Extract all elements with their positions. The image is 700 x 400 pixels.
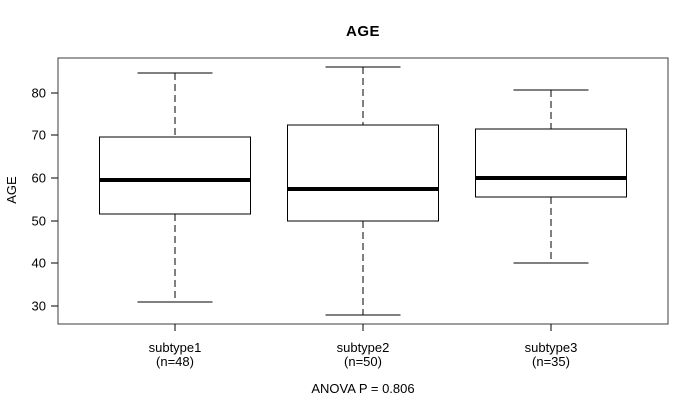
- group-name: subtype3: [524, 340, 578, 355]
- x-group-label-subtype1: subtype1 (n=48): [100, 341, 250, 369]
- y-tick-label: 70: [32, 128, 46, 143]
- y-tick-label: 50: [32, 214, 46, 229]
- group-count: (n=50): [344, 354, 382, 369]
- y-tick-label: 80: [32, 86, 46, 101]
- group-count: (n=35): [532, 354, 570, 369]
- x-group-label-subtype2: subtype2 (n=50): [288, 341, 438, 369]
- y-tick-label: 40: [32, 256, 46, 271]
- group-count: (n=48): [156, 354, 194, 369]
- y-tick-label: 30: [32, 299, 46, 314]
- iqr-box-subtype2: [287, 124, 439, 222]
- iqr-box-subtype1: [99, 136, 251, 215]
- group-name: subtype2: [336, 340, 390, 355]
- chart-title: AGE: [345, 23, 380, 40]
- group-name: subtype1: [148, 340, 202, 355]
- iqr-box-subtype3: [475, 128, 627, 198]
- x-group-label-subtype3: subtype3 (n=35): [476, 341, 626, 369]
- y-tick-label: 60: [32, 171, 46, 186]
- anova-annotation: ANOVA P = 0.806: [311, 381, 415, 396]
